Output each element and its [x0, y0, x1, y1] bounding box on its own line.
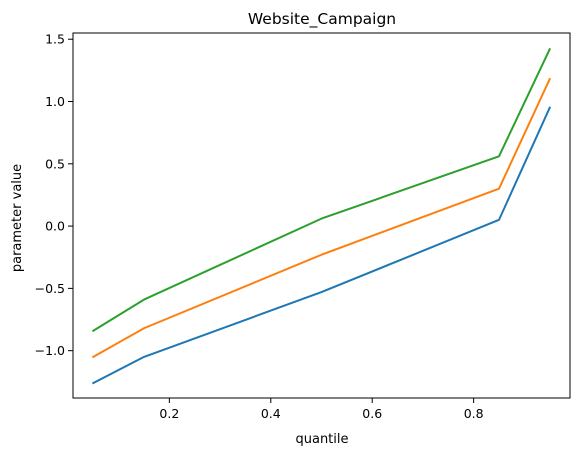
- plot-area: [72, 32, 571, 399]
- y-tick-label: 0.0: [45, 219, 65, 234]
- series-line-1: [91, 106, 552, 385]
- y-tick-label: 0.5: [45, 156, 65, 171]
- y-axis: −1.0 −0.5 0.0 0.5 1.0 1.5: [35, 32, 73, 358]
- y-tick-label: 1.5: [45, 32, 65, 47]
- x-tick-label: 0.6: [362, 406, 382, 421]
- x-tick-label: 0.2: [159, 406, 179, 421]
- x-tick-label: 0.8: [464, 406, 484, 421]
- y-tick-label: −0.5: [35, 281, 65, 296]
- series-line-3: [91, 47, 552, 333]
- x-axis-label: quantile: [295, 432, 348, 447]
- series-line-2: [91, 77, 552, 359]
- x-tick-label: 0.4: [261, 406, 281, 421]
- y-axis-label: parameter value: [10, 164, 25, 272]
- chart-title: Website_Campaign: [248, 10, 396, 29]
- y-tick-label: 1.0: [45, 94, 65, 109]
- y-tick-label: −1.0: [35, 343, 65, 358]
- plot-frame: [72, 32, 571, 399]
- x-axis: 0.2 0.4 0.6 0.8: [159, 398, 484, 421]
